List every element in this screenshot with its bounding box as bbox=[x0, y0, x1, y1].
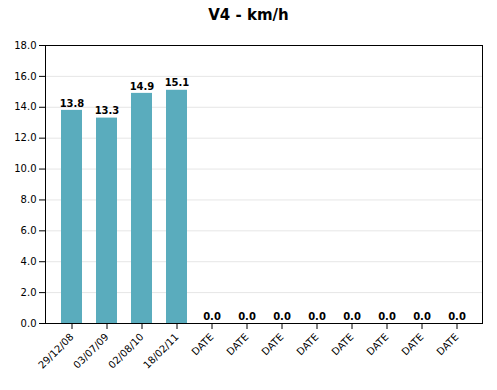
svg-text:0.0: 0.0 bbox=[343, 311, 361, 322]
svg-text:DATE: DATE bbox=[400, 331, 426, 357]
svg-text:DATE: DATE bbox=[365, 331, 391, 357]
svg-text:18/02/11: 18/02/11 bbox=[141, 331, 181, 371]
svg-text:DATE: DATE bbox=[260, 331, 286, 357]
svg-text:0.0: 0.0 bbox=[308, 311, 326, 322]
svg-text:0.0: 0.0 bbox=[238, 311, 256, 322]
svg-text:DATE: DATE bbox=[435, 331, 461, 357]
svg-text:13.3: 13.3 bbox=[95, 105, 120, 116]
svg-text:0.0: 0.0 bbox=[448, 311, 466, 322]
svg-text:0.0: 0.0 bbox=[203, 311, 221, 322]
svg-text:14.9: 14.9 bbox=[130, 81, 155, 92]
svg-text:DATE: DATE bbox=[225, 331, 251, 357]
svg-text:14.0: 14.0 bbox=[14, 101, 36, 112]
svg-text:03/07/09: 03/07/09 bbox=[71, 331, 111, 371]
svg-text:15.1: 15.1 bbox=[165, 77, 190, 88]
svg-text:13.8: 13.8 bbox=[60, 98, 85, 109]
svg-text:0.0: 0.0 bbox=[413, 311, 431, 322]
svg-text:18.0: 18.0 bbox=[14, 40, 36, 51]
svg-text:6.0: 6.0 bbox=[21, 225, 37, 236]
svg-text:29/12/08: 29/12/08 bbox=[36, 331, 76, 371]
svg-text:10.0: 10.0 bbox=[14, 163, 36, 174]
html-text:V4 - km/h: V4 - km/h bbox=[208, 6, 289, 24]
svg-text:4.0: 4.0 bbox=[21, 256, 37, 267]
svg-text:2.0: 2.0 bbox=[21, 287, 37, 298]
svg-text:02/08/10: 02/08/10 bbox=[106, 331, 146, 371]
svg-text:12.0: 12.0 bbox=[14, 132, 36, 143]
svg-text:DATE: DATE bbox=[295, 331, 321, 357]
svg-text:DATE: DATE bbox=[190, 331, 216, 357]
svg-text:16.0: 16.0 bbox=[14, 71, 36, 82]
svg-text:0.0: 0.0 bbox=[273, 311, 291, 322]
svg-text:0.0: 0.0 bbox=[378, 311, 396, 322]
svg-text:8.0: 8.0 bbox=[21, 194, 37, 205]
svg-text:0.0: 0.0 bbox=[21, 318, 37, 329]
svg-text:DATE: DATE bbox=[330, 331, 356, 357]
